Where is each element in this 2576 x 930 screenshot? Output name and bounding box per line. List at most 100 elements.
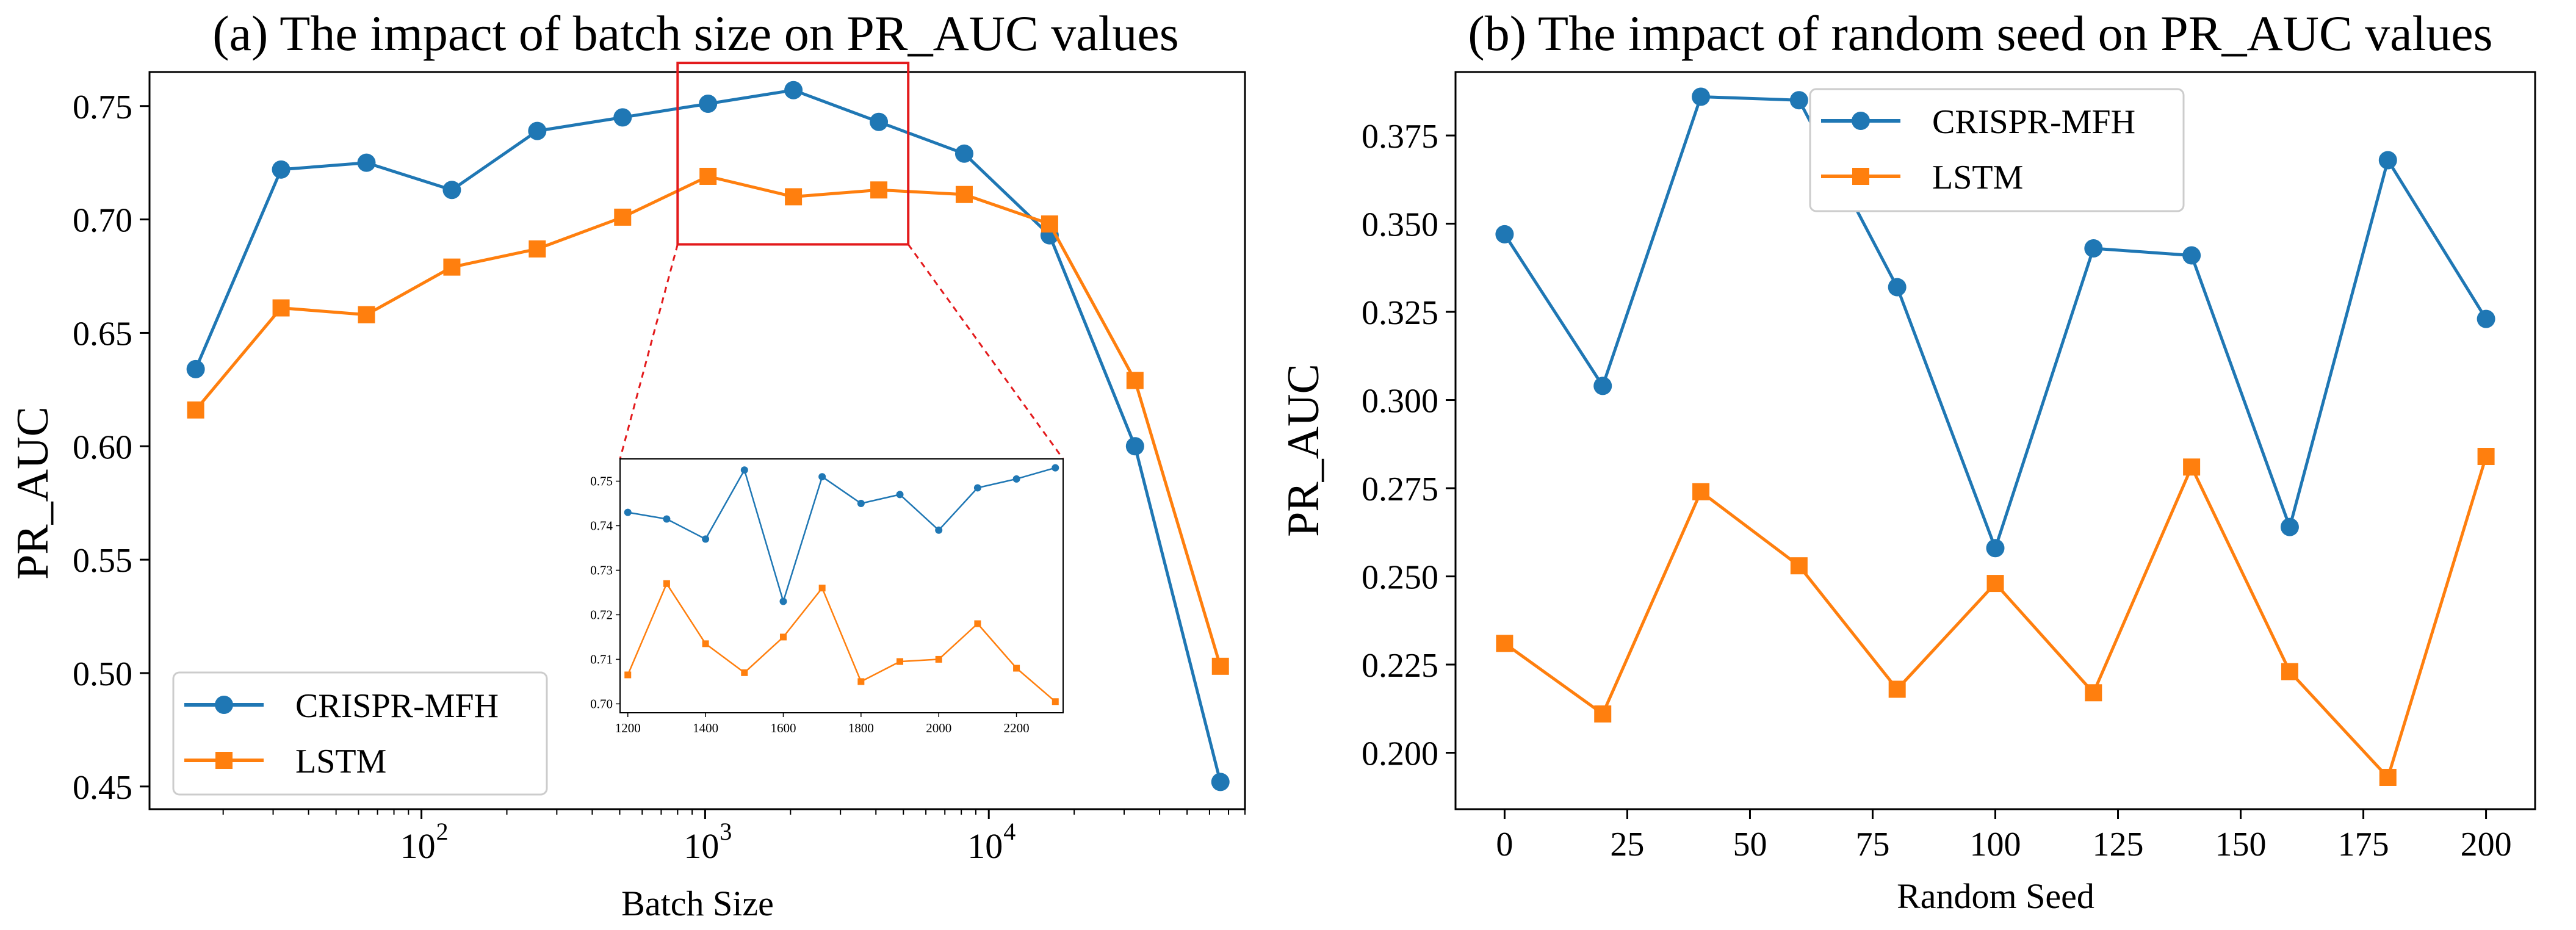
chart-a-point-crispr-mfh [442,181,461,200]
inset-point-crispr-mfh [663,515,671,523]
x-tick-label: 10 [684,826,719,866]
inset-point-crispr-mfh [779,597,787,605]
chart-b-plot-frame [1454,71,2536,810]
chart-b-point-crispr-mfh [2378,151,2397,170]
chart-a-point-lstm [529,240,546,258]
panel-a-batch-size: (a) The impact of batch size on PR_AUC v… [8,5,1246,923]
legend-marker-lstm [215,752,233,769]
inset-point-crispr-mfh [624,508,632,516]
y-tick-label: 0.350 [1362,206,1438,244]
x-tick-label: 200 [2461,826,2512,863]
chart-a-point-crispr-mfh [1211,773,1230,791]
chart-a-title: (a) The impact of batch size on PR_AUC v… [212,5,1178,61]
inset-point-crispr-mfh [973,484,981,492]
chart-a-point-lstm [870,181,888,199]
inset-point-crispr-mfh [818,473,826,481]
chart-a-point-crispr-mfh [186,359,205,378]
inset-line-crispr-mfh [627,467,1056,602]
chart-a-point-crispr-mfh [528,121,547,140]
chart-b-point-crispr-mfh [2477,309,2495,328]
inset-y-tick-label: 0.73 [590,563,613,577]
y-tick-label: 0.50 [73,655,132,693]
panel-b-random-seed: (b) The impact of random seed on PR_AUC … [1279,5,2536,916]
chart-a-point-lstm [1211,657,1229,675]
inset-y-tick-label: 0.75 [590,474,613,488]
chart-a-point-lstm [272,299,290,317]
x-tick-label: 50 [1733,826,1767,863]
chart-b-title: (b) The impact of random seed on PR_AUC … [1468,5,2492,61]
chart-b-point-lstm [1790,557,1808,575]
chart-b-point-crispr-mfh [1986,539,2005,558]
chart-b-point-lstm [2477,448,2495,466]
chart-b-x-axis-label: Random Seed [1897,876,2094,916]
inset-point-crispr-mfh [857,499,865,507]
inset-x-tick-label: 1800 [848,721,874,735]
chart-a-point-crispr-mfh [870,112,889,131]
chart-a-plot-frame [148,71,1246,810]
inset-point-lstm [1013,665,1020,672]
y-tick-label: 0.45 [73,769,132,807]
inset-point-lstm [857,678,865,685]
legend-label-lstm: LSTM [295,743,386,780]
inset-x-tick-label: 2000 [926,721,951,735]
chart-b-point-lstm [1888,680,1906,698]
x-tick-label: 10 [967,826,1003,866]
chart-a-point-lstm [955,186,973,203]
chart-b-point-crispr-mfh [1692,87,1711,106]
inset-point-lstm [779,633,787,641]
chart-a-x-axis-label: Batch Size [621,884,774,923]
chart-b-point-crispr-mfh [2182,246,2201,265]
legend-label-crispr-mfh: CRISPR-MFH [1932,103,2135,141]
y-tick-label: 0.75 [73,88,132,126]
chart-b-point-lstm [2085,684,2102,702]
x-tick-label-exponent: 3 [720,818,732,845]
chart-a-point-crispr-mfh [954,144,973,163]
inset-line-lstm [627,583,1056,702]
chart-b-y-axis-label: PR_AUC [1279,364,1329,537]
inset-point-crispr-mfh [896,491,904,499]
chart-a-point-crispr-mfh [272,160,290,179]
chart-b-point-lstm [2183,458,2201,476]
chart-b-point-lstm [2281,663,2298,680]
x-tick-label: 0 [1496,826,1513,863]
chart-a-point-lstm [187,401,204,419]
inset-point-lstm [974,620,981,627]
chart-a-point-lstm [614,208,632,226]
chart-b-point-lstm [2379,768,2397,786]
inset-y-tick-label: 0.74 [590,518,613,533]
y-tick-label: 0.70 [73,202,132,240]
inset-point-crispr-mfh [1012,475,1020,483]
x-tick-label: 75 [1855,826,1889,863]
chart-a-point-crispr-mfh [1125,437,1144,456]
x-tick-label: 150 [2215,826,2267,863]
chart-a-point-crispr-mfh [699,95,718,114]
chart-a-point-lstm [699,167,717,185]
y-tick-label: 0.225 [1362,647,1438,685]
chart-b-point-crispr-mfh [1789,91,1808,110]
legend-marker-crispr-mfh [1852,112,1870,130]
chart-a-point-lstm [785,188,803,206]
inset-x-tick-label: 1200 [615,721,641,735]
y-tick-label: 0.65 [73,315,132,353]
y-tick-label: 0.250 [1362,559,1438,597]
zoom-connector-right [907,243,1064,460]
x-tick-label: 125 [2093,826,2144,863]
chart-a-point-lstm [358,306,375,323]
inset-point-lstm [663,580,670,587]
legend-marker-crispr-mfh [215,696,233,714]
inset-frame [619,458,1064,713]
chart-a-point-lstm [1041,215,1058,233]
chart-a-point-lstm [443,258,461,276]
chart-a-point-lstm [1126,372,1144,389]
chart-b-point-crispr-mfh [1495,225,1514,243]
chart-a-point-crispr-mfh [357,153,376,172]
inset-point-crispr-mfh [740,466,748,474]
chart-a-point-crispr-mfh [784,81,803,99]
x-tick-label: 25 [1610,826,1644,863]
x-tick-label: 175 [2338,826,2389,863]
legend-label-lstm: LSTM [1932,159,2023,196]
y-tick-label: 0.60 [73,428,132,466]
inset-point-lstm [702,640,709,647]
chart-b-point-crispr-mfh [2084,239,2103,258]
zoom-connector-left [619,244,679,460]
